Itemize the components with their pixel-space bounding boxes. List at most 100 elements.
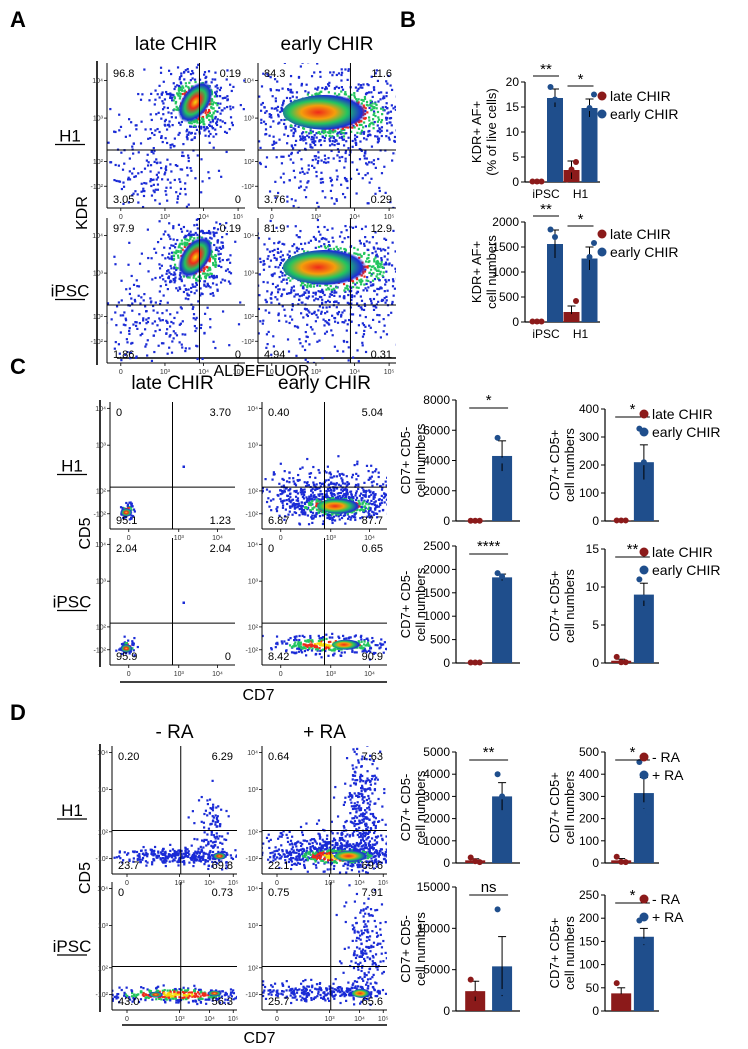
row-label: iPSC	[51, 282, 90, 301]
event-dot	[328, 486, 332, 490]
event-dot	[278, 275, 281, 279]
event-dot	[329, 189, 333, 193]
event-dot	[322, 318, 325, 321]
event-dot	[372, 162, 375, 166]
event-dot	[363, 130, 366, 134]
event-dot	[385, 102, 388, 105]
event-dot	[296, 250, 299, 253]
event-dot	[303, 291, 306, 294]
event-dot	[284, 127, 287, 130]
event-dot	[214, 117, 217, 120]
event-dot	[139, 142, 143, 145]
event-dot	[312, 138, 315, 141]
event-dot	[202, 231, 205, 235]
event-dot	[288, 489, 291, 492]
event-dot	[189, 167, 192, 170]
event-dot	[333, 289, 336, 292]
event-dot	[344, 249, 347, 252]
event-dot	[395, 95, 396, 98]
event-dot	[291, 318, 294, 321]
event-dot	[336, 492, 339, 495]
event-dot	[203, 71, 207, 74]
event-dot	[303, 491, 306, 494]
event-dot	[248, 263, 250, 265]
event-dot	[425, 243, 427, 245]
event-dot	[375, 103, 378, 107]
event-dot	[132, 142, 135, 145]
event-dot	[327, 654, 330, 657]
event-dot	[348, 153, 351, 157]
event-dot	[388, 262, 391, 265]
event-dot	[279, 489, 282, 492]
event-dot	[324, 158, 327, 161]
event-dot	[299, 138, 302, 142]
event-dot	[355, 98, 358, 101]
event-dot	[130, 504, 134, 508]
event-dot	[312, 495, 315, 498]
event-dot	[182, 220, 184, 222]
event-dot	[409, 107, 411, 109]
event-dot	[434, 103, 436, 105]
event-dot	[207, 115, 210, 118]
event-dot	[381, 113, 384, 116]
event-dot	[322, 642, 325, 646]
event-dot	[188, 125, 192, 128]
event-dot	[273, 107, 276, 110]
event-dot	[293, 507, 296, 510]
event-dot	[331, 636, 334, 639]
event-dot	[357, 87, 360, 90]
event-dot	[272, 254, 276, 257]
event-dot	[298, 508, 301, 511]
event-dot	[181, 333, 184, 336]
event-dot	[383, 165, 386, 168]
event-dot	[334, 483, 337, 486]
event-dot	[152, 309, 155, 312]
event-dot	[378, 510, 381, 513]
event-dot	[173, 263, 177, 266]
event-dot	[311, 514, 314, 517]
event-dot	[379, 263, 382, 266]
event-dot	[360, 499, 363, 502]
event-dot	[230, 89, 233, 93]
event-dot	[135, 212, 137, 214]
event-dot	[310, 131, 313, 135]
event-dot	[179, 306, 182, 309]
event-dot	[167, 275, 171, 278]
event-dot	[262, 490, 264, 493]
event-dot	[323, 324, 326, 327]
event-dot	[306, 171, 309, 174]
event-dot	[286, 494, 289, 497]
event-dot	[319, 490, 322, 493]
event-dot	[167, 111, 170, 114]
event-dot	[345, 495, 348, 499]
event-dot	[325, 288, 328, 291]
event-dot	[328, 144, 332, 147]
event-dot	[203, 275, 207, 278]
event-dot	[365, 240, 368, 243]
event-dot	[350, 93, 353, 96]
event-dot	[400, 107, 402, 109]
event-dot	[283, 118, 286, 122]
event-dot	[331, 143, 334, 146]
event-dot	[294, 225, 297, 228]
event-dot	[304, 340, 308, 343]
event-dot	[331, 140, 334, 143]
event-dot	[351, 161, 354, 164]
event-dot	[368, 129, 371, 133]
event-dot	[242, 263, 244, 265]
event-dot	[373, 120, 376, 124]
event-dot	[320, 649, 324, 652]
event-dot	[114, 340, 117, 344]
event-dot	[290, 505, 294, 508]
event-dot	[198, 78, 202, 81]
event-dot	[289, 88, 293, 91]
event-dot	[373, 260, 376, 263]
event-dot	[183, 245, 186, 248]
event-dot	[160, 237, 163, 241]
event-dot	[219, 119, 222, 122]
x-tick-label: 10⁴	[212, 671, 223, 678]
event-dot	[191, 233, 194, 236]
density-dots	[119, 465, 185, 521]
event-dot	[186, 241, 189, 245]
event-dot	[203, 272, 207, 275]
